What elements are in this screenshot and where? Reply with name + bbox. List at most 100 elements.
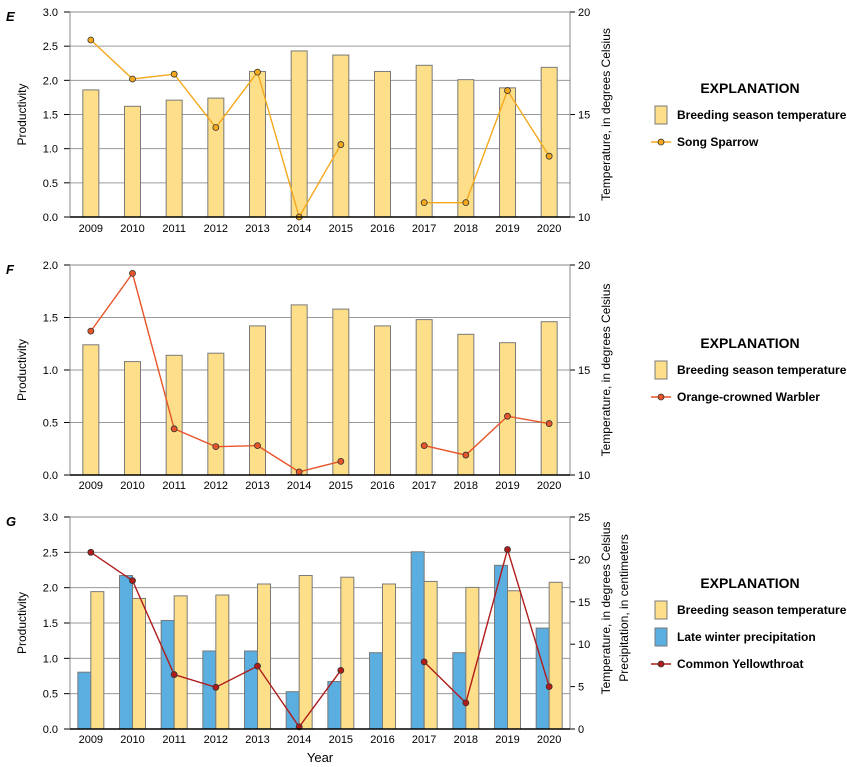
y2-axis-title: Temperature, in degrees Celsius bbox=[599, 284, 613, 457]
bar-breeding-season-temperature bbox=[340, 576, 355, 730]
y2-tick-label: 0 bbox=[578, 724, 584, 736]
bar-late-winter-precipitation bbox=[369, 652, 383, 730]
y-tick-label: 0.0 bbox=[43, 470, 58, 482]
y-tick-label: 0.0 bbox=[43, 724, 58, 736]
bar-breeding-season-temperature bbox=[82, 344, 100, 476]
bar-breeding-season-temperature bbox=[415, 64, 433, 218]
y2-axis-title: Temperature, in degrees Celsius bbox=[599, 522, 613, 695]
x-tick-label: 2012 bbox=[204, 480, 228, 492]
legend-label: Song Sparrow bbox=[677, 135, 759, 149]
legend-label: Breeding season temperature bbox=[677, 363, 847, 377]
bar-breeding-season-temperature bbox=[82, 89, 100, 218]
data-point bbox=[254, 442, 261, 450]
y-axis-title: Productivity bbox=[15, 592, 29, 654]
y-tick-label: 0.5 bbox=[43, 689, 58, 701]
panel-f: F 0.0 0.5 1.0 1.5 2.0 10 15 20 2009 2010 2011 2012 20… bbox=[6, 260, 847, 492]
x-tick-label: 2011 bbox=[162, 480, 186, 492]
y-tick-label: 1.0 bbox=[43, 144, 58, 156]
data-point bbox=[504, 87, 511, 94]
y-tick-label: 1.0 bbox=[43, 365, 58, 377]
legend-label: Breeding season temperature bbox=[677, 603, 847, 617]
data-point bbox=[170, 671, 178, 678]
legend-label: Late winter precipitation bbox=[677, 630, 816, 644]
bar-late-winter-precipitation bbox=[119, 575, 133, 730]
panel-e: E 0.0 0.5 1.0 1.5 2.0 2.5 3.0 10 15 20 2009 2010 2011… bbox=[6, 7, 847, 235]
y-tick-label: 1.5 bbox=[43, 313, 58, 325]
x-tick-label: 2015 bbox=[329, 734, 353, 746]
bar-breeding-season-temperature bbox=[165, 354, 183, 476]
y-tick-label: 2.0 bbox=[43, 583, 58, 595]
data-point bbox=[420, 199, 428, 207]
panel-label: G bbox=[6, 514, 16, 529]
bar-breeding-season-temperature bbox=[215, 594, 230, 730]
legend-title: EXPLANATION bbox=[700, 80, 799, 96]
y2-axis-title-secondary: Precipitation, in centimeters bbox=[617, 534, 631, 681]
bar-breeding-season-temperature bbox=[540, 321, 558, 476]
data-point bbox=[87, 36, 95, 44]
x-tick-label: 2014 bbox=[287, 734, 311, 746]
bar-breeding-season-temperature bbox=[465, 586, 480, 730]
data-point bbox=[337, 457, 345, 465]
data-point bbox=[504, 546, 511, 553]
bar-breeding-season-temperature bbox=[499, 342, 516, 476]
x-tick-label: 2020 bbox=[537, 480, 561, 492]
x-tick-label: 2011 bbox=[162, 223, 186, 235]
x-tick-label: 2019 bbox=[495, 223, 519, 235]
bar-late-winter-precipitation bbox=[244, 650, 258, 730]
data-point bbox=[129, 75, 136, 83]
x-tick-label: 2016 bbox=[370, 223, 394, 235]
legend: EXPLANATION Breeding season temperature La… bbox=[651, 575, 847, 671]
bar-breeding-season-temperature bbox=[540, 66, 558, 218]
bar-breeding-season-temperature bbox=[257, 583, 271, 730]
legend-title: EXPLANATION bbox=[700, 575, 799, 591]
y2-axis-title: Temperature, in degrees Celsius bbox=[599, 28, 613, 201]
bar-breeding-season-temperature bbox=[298, 575, 313, 730]
y-axis-title: Productivity bbox=[15, 83, 29, 145]
y2-tick-label: 5 bbox=[578, 682, 584, 694]
x-tick-label: 2014 bbox=[287, 223, 311, 235]
data-point bbox=[462, 199, 470, 207]
x-tick-label: 2010 bbox=[120, 734, 144, 746]
x-tick-label: 2011 bbox=[162, 734, 186, 746]
y2-tick-label: 20 bbox=[578, 554, 590, 566]
y-tick-label: 3.0 bbox=[43, 512, 58, 524]
data-point bbox=[545, 420, 553, 427]
x-tick-label: 2017 bbox=[412, 223, 436, 235]
legend-label: Orange-crowned Warbler bbox=[677, 390, 820, 404]
legend-label: Breeding season temperature bbox=[677, 108, 847, 122]
bar-breeding-season-temperature bbox=[374, 70, 391, 218]
x-tick-label: 2014 bbox=[287, 480, 311, 492]
y-tick-label: 0.5 bbox=[43, 418, 58, 430]
x-tick-label: 2015 bbox=[329, 480, 353, 492]
bar-breeding-season-temperature bbox=[332, 54, 350, 218]
bar-breeding-season-temperature bbox=[423, 580, 438, 730]
y2-tick-label: 15 bbox=[578, 365, 590, 377]
bar-breeding-season-temperature bbox=[173, 595, 188, 730]
data-point bbox=[87, 548, 95, 556]
x-tick-label: 2013 bbox=[245, 223, 269, 235]
y2-tick-label: 15 bbox=[578, 597, 590, 609]
data-point bbox=[420, 442, 428, 450]
data-point bbox=[129, 577, 136, 584]
x-tick-label: 2018 bbox=[454, 734, 478, 746]
bar-breeding-season-temperature bbox=[290, 304, 308, 476]
bar-late-winter-precipitation bbox=[452, 652, 467, 730]
data-point bbox=[212, 124, 220, 131]
legend-swatch bbox=[654, 600, 668, 620]
y-tick-label: 2.0 bbox=[43, 260, 58, 272]
y2-tick-label: 20 bbox=[578, 260, 590, 272]
x-tick-label: 2013 bbox=[245, 480, 269, 492]
bar-late-winter-precipitation bbox=[327, 681, 342, 730]
y2-tick-label: 10 bbox=[578, 212, 590, 224]
data-point bbox=[254, 662, 261, 670]
data-point bbox=[170, 425, 178, 433]
y2-tick-label: 20 bbox=[578, 7, 590, 19]
y-tick-label: 1.0 bbox=[43, 653, 58, 665]
panel-label: F bbox=[6, 262, 15, 277]
data-point bbox=[504, 412, 511, 420]
y-tick-label: 2.5 bbox=[43, 41, 58, 53]
series-line bbox=[424, 415, 550, 456]
data-point bbox=[337, 141, 345, 148]
y-tick-label: 2.5 bbox=[43, 547, 58, 559]
